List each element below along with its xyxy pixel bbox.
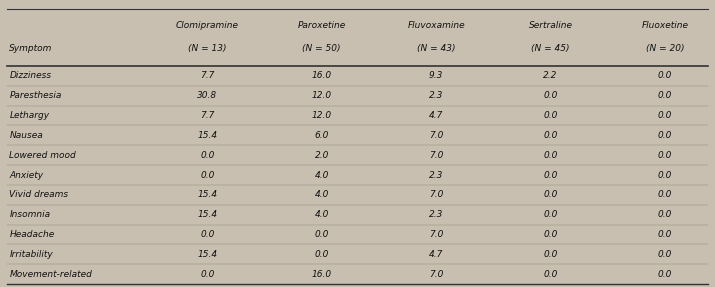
Text: Insomnia: Insomnia [9, 210, 51, 219]
Text: 0.0: 0.0 [658, 131, 672, 140]
Text: 0.0: 0.0 [543, 111, 558, 120]
Text: Nausea: Nausea [9, 131, 43, 140]
FancyBboxPatch shape [7, 125, 708, 145]
Text: 0.0: 0.0 [543, 151, 558, 160]
Text: Lethargy: Lethargy [9, 111, 49, 120]
Text: Fluoxetine: Fluoxetine [641, 21, 689, 30]
Text: 2.2: 2.2 [543, 71, 558, 80]
Text: Lowered mood: Lowered mood [9, 151, 76, 160]
Text: 15.4: 15.4 [197, 250, 217, 259]
FancyBboxPatch shape [7, 245, 708, 264]
Text: (N = 50): (N = 50) [302, 44, 341, 53]
Text: 16.0: 16.0 [312, 71, 332, 80]
Text: 6.0: 6.0 [315, 131, 329, 140]
FancyBboxPatch shape [7, 264, 708, 284]
Text: 0.0: 0.0 [543, 131, 558, 140]
Text: 0.0: 0.0 [543, 270, 558, 279]
Text: Irritability: Irritability [9, 250, 53, 259]
Text: 0.0: 0.0 [200, 270, 214, 279]
Text: 0.0: 0.0 [658, 91, 672, 100]
Text: 0.0: 0.0 [658, 270, 672, 279]
Text: 7.7: 7.7 [200, 71, 214, 80]
Text: Paroxetine: Paroxetine [297, 21, 346, 30]
Text: 16.0: 16.0 [312, 270, 332, 279]
Text: 15.4: 15.4 [197, 190, 217, 199]
Text: 0.0: 0.0 [658, 170, 672, 180]
FancyBboxPatch shape [7, 225, 708, 245]
Text: 0.0: 0.0 [658, 190, 672, 199]
Text: 2.3: 2.3 [429, 91, 443, 100]
Text: 4.7: 4.7 [429, 250, 443, 259]
Text: 7.0: 7.0 [429, 151, 443, 160]
Text: 0.0: 0.0 [543, 190, 558, 199]
Text: 7.0: 7.0 [429, 270, 443, 279]
Text: Vivid dreams: Vivid dreams [9, 190, 69, 199]
Text: 7.7: 7.7 [200, 111, 214, 120]
Text: (N = 45): (N = 45) [531, 44, 570, 53]
Text: 12.0: 12.0 [312, 111, 332, 120]
Text: 0.0: 0.0 [658, 151, 672, 160]
Text: Dizziness: Dizziness [9, 71, 51, 80]
Text: Paresthesia: Paresthesia [9, 91, 61, 100]
Text: 30.8: 30.8 [197, 91, 217, 100]
Text: Fluvoxamine: Fluvoxamine [408, 21, 465, 30]
Text: 0.0: 0.0 [200, 170, 214, 180]
Text: 0.0: 0.0 [658, 250, 672, 259]
Text: Anxiety: Anxiety [9, 170, 44, 180]
Text: (N = 20): (N = 20) [646, 44, 684, 53]
FancyBboxPatch shape [7, 66, 708, 86]
Text: 0.0: 0.0 [543, 170, 558, 180]
Text: 7.0: 7.0 [429, 230, 443, 239]
Text: 0.0: 0.0 [315, 250, 329, 259]
Text: 0.0: 0.0 [543, 230, 558, 239]
Text: 2.3: 2.3 [429, 210, 443, 219]
FancyBboxPatch shape [7, 185, 708, 205]
Text: 4.0: 4.0 [315, 170, 329, 180]
Text: 0.0: 0.0 [543, 91, 558, 100]
FancyBboxPatch shape [7, 145, 708, 165]
Text: Sertraline: Sertraline [528, 21, 573, 30]
Text: 0.0: 0.0 [658, 111, 672, 120]
Text: 7.0: 7.0 [429, 190, 443, 199]
Text: 2.0: 2.0 [315, 151, 329, 160]
Text: 0.0: 0.0 [315, 230, 329, 239]
Text: 0.0: 0.0 [658, 71, 672, 80]
Text: 4.0: 4.0 [315, 190, 329, 199]
FancyBboxPatch shape [7, 165, 708, 185]
Text: Movement-related: Movement-related [9, 270, 92, 279]
Text: 0.0: 0.0 [658, 230, 672, 239]
Text: 0.0: 0.0 [543, 250, 558, 259]
FancyBboxPatch shape [7, 86, 708, 106]
Text: 2.3: 2.3 [429, 170, 443, 180]
Text: Symptom: Symptom [9, 44, 53, 53]
Text: 0.0: 0.0 [543, 210, 558, 219]
Text: 0.0: 0.0 [658, 210, 672, 219]
Text: 0.0: 0.0 [200, 230, 214, 239]
Text: 4.7: 4.7 [429, 111, 443, 120]
Text: 15.4: 15.4 [197, 210, 217, 219]
Text: 12.0: 12.0 [312, 91, 332, 100]
Text: 15.4: 15.4 [197, 131, 217, 140]
FancyBboxPatch shape [7, 205, 708, 225]
Text: Headache: Headache [9, 230, 54, 239]
Text: Clomipramine: Clomipramine [176, 21, 239, 30]
Text: 7.0: 7.0 [429, 131, 443, 140]
Text: (N = 13): (N = 13) [188, 44, 227, 53]
FancyBboxPatch shape [7, 106, 708, 125]
Text: 9.3: 9.3 [429, 71, 443, 80]
Text: 4.0: 4.0 [315, 210, 329, 219]
Text: (N = 43): (N = 43) [417, 44, 455, 53]
Text: 0.0: 0.0 [200, 151, 214, 160]
